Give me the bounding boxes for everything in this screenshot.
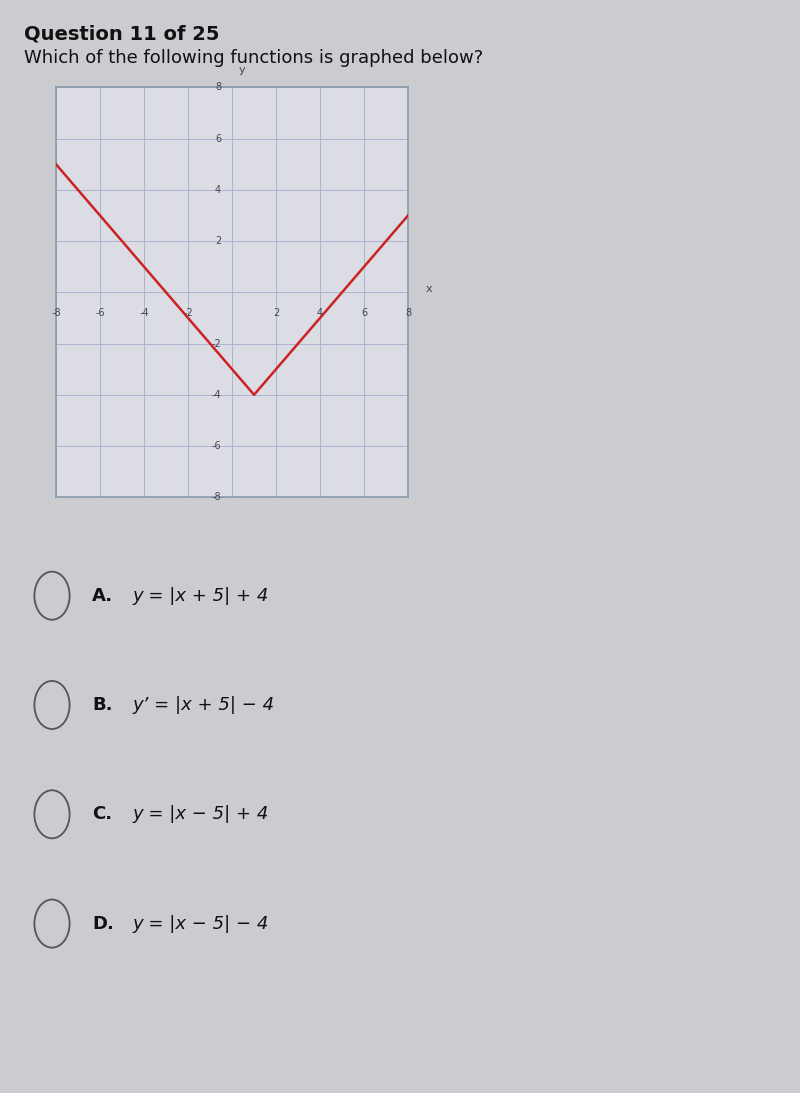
Text: Which of the following functions is graphed below?: Which of the following functions is grap… <box>24 49 483 67</box>
Text: 6: 6 <box>215 133 221 143</box>
Text: 2: 2 <box>273 308 279 318</box>
Text: x: x <box>426 283 432 294</box>
Text: 6: 6 <box>361 308 367 318</box>
Text: 8: 8 <box>405 308 411 318</box>
Text: A.: A. <box>92 587 113 604</box>
Text: 8: 8 <box>215 82 221 93</box>
Text: -4: -4 <box>211 390 221 400</box>
Text: -6: -6 <box>95 308 105 318</box>
Text: -4: -4 <box>139 308 149 318</box>
Text: -8: -8 <box>51 308 61 318</box>
Text: -2: -2 <box>211 339 221 349</box>
Text: B.: B. <box>92 696 113 714</box>
Text: y = |x − 5| − 4: y = |x − 5| − 4 <box>132 915 268 932</box>
Text: C.: C. <box>92 806 112 823</box>
Text: 2: 2 <box>214 236 221 246</box>
Text: Question 11 of 25: Question 11 of 25 <box>24 24 219 43</box>
Text: y’ = |x + 5| − 4: y’ = |x + 5| − 4 <box>132 696 274 714</box>
Text: y = |x − 5| + 4: y = |x − 5| + 4 <box>132 806 268 823</box>
Text: D.: D. <box>92 915 114 932</box>
Text: 4: 4 <box>215 185 221 195</box>
Text: 4: 4 <box>317 308 323 318</box>
Text: -8: -8 <box>211 492 221 503</box>
Text: -2: -2 <box>183 308 193 318</box>
Text: -6: -6 <box>211 442 221 451</box>
Text: y = |x + 5| + 4: y = |x + 5| + 4 <box>132 587 268 604</box>
Text: y: y <box>238 64 246 74</box>
